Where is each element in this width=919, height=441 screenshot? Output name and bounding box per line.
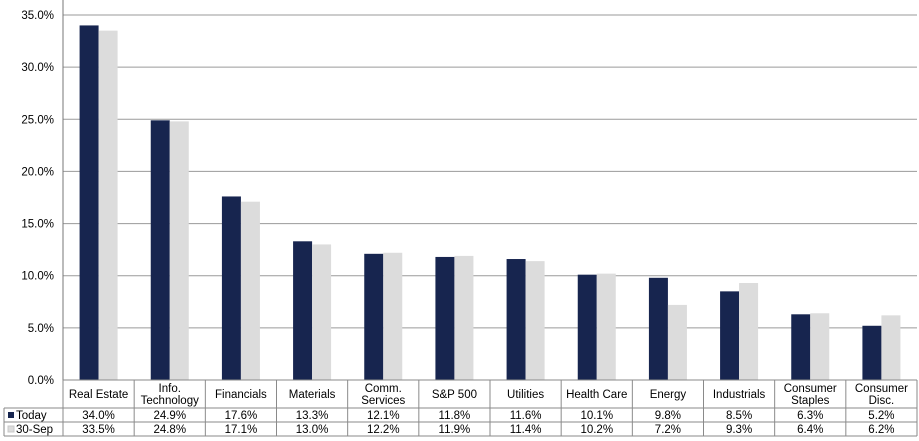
category-label: Services xyxy=(361,395,405,407)
category-label: Comm. xyxy=(365,383,402,395)
bar-today xyxy=(79,25,99,381)
category-label: Utilities xyxy=(507,389,544,401)
category-label: Info. xyxy=(159,383,181,395)
bar-today xyxy=(648,277,668,380)
data-label: 13.0% xyxy=(296,424,329,436)
data-label: 6.3% xyxy=(797,410,823,422)
bar-today xyxy=(150,120,170,380)
gridlines xyxy=(63,14,917,329)
data-label: 13.3% xyxy=(296,410,329,422)
category-label: Financials xyxy=(215,389,267,401)
category-label: Consumer xyxy=(784,383,837,395)
y-tick-label: 30.0% xyxy=(21,62,54,74)
category-label: Technology xyxy=(141,395,199,407)
y-tick-label: 15.0% xyxy=(21,219,54,231)
category-label: Energy xyxy=(650,389,687,401)
data-label: 11.9% xyxy=(439,424,471,436)
bar-30-sep xyxy=(312,244,332,380)
bars xyxy=(79,25,901,381)
y-tick-label: 20.0% xyxy=(21,166,54,178)
bar-30-sep xyxy=(454,255,474,380)
data-label: 17.6% xyxy=(225,410,258,422)
data-table: Real Estate Info.Technology Financials Mate… xyxy=(3,379,918,437)
bar-30-sep xyxy=(383,252,403,380)
bar-30-sep xyxy=(98,30,118,381)
category-label: Materials xyxy=(289,389,336,401)
data-label: 10.1% xyxy=(580,410,613,422)
bar-30-sep xyxy=(881,315,901,380)
data-label: 10.2% xyxy=(580,424,613,436)
category-label: S&P 500 xyxy=(432,389,477,401)
data-label: 6.2% xyxy=(868,424,894,436)
category-label: Real Estate xyxy=(69,389,128,401)
data-label: 33.5% xyxy=(82,424,115,436)
bar-today xyxy=(293,241,313,380)
data-label: 17.1% xyxy=(225,424,258,436)
data-label: 5.2% xyxy=(868,410,894,422)
data-label: 11.6% xyxy=(510,410,542,422)
bar-30-sep xyxy=(596,273,616,380)
bar-30-sep xyxy=(169,121,189,380)
category-label: Staples xyxy=(791,395,830,407)
bar-today xyxy=(435,256,455,380)
category-label: Disc. xyxy=(869,395,895,407)
bar-today xyxy=(364,253,384,380)
data-label: 11.4% xyxy=(510,424,542,436)
data-label: 12.2% xyxy=(367,424,400,436)
bar-30-sep xyxy=(739,283,759,380)
bar-today xyxy=(791,314,811,380)
data-label: 24.9% xyxy=(153,410,186,422)
data-label: 11.8% xyxy=(439,410,471,422)
data-label: 34.0% xyxy=(82,410,115,422)
y-axis: 0.0% 5.0% 10.0% 15.0% 20.0% 25.0% 30.0% 35.0% xyxy=(21,0,64,387)
y-tick-label: 25.0% xyxy=(21,114,54,126)
y-tick-label: 35.0% xyxy=(21,10,54,22)
bar-30-sep xyxy=(667,304,687,380)
legend-label: Today xyxy=(16,410,47,422)
category-label: Health Care xyxy=(566,389,627,401)
bar-today xyxy=(506,259,526,380)
y-tick-label: 5.0% xyxy=(28,323,54,335)
legend-label: 30-Sep xyxy=(16,424,53,436)
legend-swatch xyxy=(8,412,14,418)
bar-today xyxy=(720,291,740,380)
data-label: 9.3% xyxy=(726,424,752,436)
category-label: Industrials xyxy=(713,389,766,401)
data-label: 7.2% xyxy=(655,424,681,436)
data-label: 24.8% xyxy=(153,424,186,436)
bar-30-sep xyxy=(240,201,260,380)
y-tick-label: 10.0% xyxy=(21,271,54,283)
bar-today xyxy=(577,274,597,380)
data-label: 12.1% xyxy=(367,410,400,422)
bar-today xyxy=(862,325,882,380)
data-label: 6.4% xyxy=(797,424,823,436)
legend-swatch xyxy=(7,425,15,433)
data-label: 8.5% xyxy=(726,410,752,422)
bar-30-sep xyxy=(525,261,545,380)
bar-30-sep xyxy=(810,313,830,380)
category-label: Consumer xyxy=(855,383,908,395)
bar-today xyxy=(221,196,241,380)
data-label: 9.8% xyxy=(655,410,681,422)
y-tick-label: 0.0% xyxy=(28,375,54,387)
